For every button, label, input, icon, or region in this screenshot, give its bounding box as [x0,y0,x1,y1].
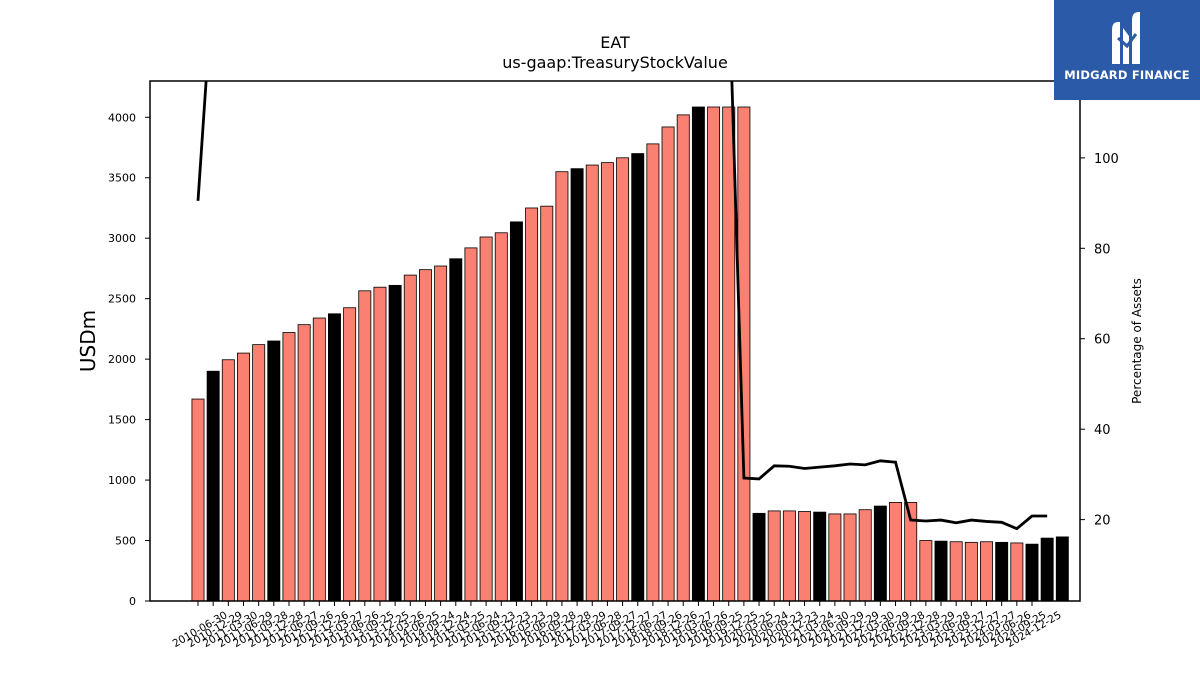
y-axis-left: 0 500 1000 1500 2000 2500 3000 3500 4000 [108,111,150,608]
bar-54 [1010,542,1024,602]
bar-23 [540,205,554,602]
bar-2 [221,359,235,602]
logo-text: MIDGARD FINANCE [1064,68,1190,82]
bar-35 [722,106,736,602]
bar-44 [858,509,872,602]
percentage-of-assets-line [196,81,1048,531]
bar-55 [1025,543,1039,602]
bar-22 [525,207,539,602]
bar-52 [980,541,993,602]
bar-34 [707,106,721,602]
y2-tick-label: 80 [1094,242,1111,257]
bar-53 [995,541,1009,602]
bar-series [191,106,1069,602]
y2-tick-label: 100 [1094,152,1119,167]
bar-19 [479,236,493,602]
bar-16 [434,265,448,602]
bar-4 [252,344,266,602]
x-axis: 2010-06-302010-12-292011-03-302011-06-29… [171,601,1064,650]
y2-tick-label: 40 [1094,423,1111,438]
bar-18 [464,247,478,602]
bar-57 [1055,536,1069,602]
y2-tick-label: 60 [1094,333,1111,348]
y-tick-label: 0 [129,595,136,608]
bar-17 [449,258,463,602]
bar-41 [813,511,827,602]
y-tick-label: 3500 [108,172,136,185]
bar-32 [676,114,690,602]
y-tick-label: 2500 [108,293,136,306]
bar-3 [237,352,250,602]
bar-14 [403,274,417,602]
bar-50 [949,541,963,602]
bar-43 [843,513,857,602]
bar-8 [312,317,326,602]
bar-46 [889,502,902,602]
bar-10 [343,307,357,602]
brand-logo: MIDGARD FINANCE [1054,0,1200,100]
bar-37 [752,512,766,602]
bar-30 [646,143,660,602]
bar-49 [934,540,948,602]
plot-frame [149,80,1081,602]
y-axis-right: 20 40 60 80 100 [1080,152,1119,529]
bar-6 [282,332,296,602]
bar-28 [616,157,630,602]
bar-20 [494,232,508,602]
line-series [196,81,1048,531]
bar-11 [358,290,372,602]
midgard-logo-icon [1112,12,1140,64]
bar-7 [297,324,311,602]
bar-21 [509,221,523,602]
chart-title: EAT [600,33,630,52]
bar-51 [964,541,978,602]
chart-subtitle: us-gaap:TreasuryStockValue [502,53,728,72]
y2-axis-label: Percentage of Assets [1130,278,1144,404]
bar-39 [782,510,796,602]
bar-40 [798,511,812,602]
bar-15 [418,269,432,602]
y-tick-label: 2000 [108,353,136,366]
bar-33 [691,106,705,602]
bar-31 [661,126,675,602]
bar-9 [328,313,341,602]
y-tick-label: 3000 [108,232,136,245]
bar-24 [555,171,569,602]
bar-29 [631,153,645,602]
bar-48 [919,540,933,602]
y2-tick-label: 20 [1094,514,1111,529]
y-tick-label: 4000 [108,111,136,124]
y-tick-label: 500 [115,535,136,548]
bar-25 [570,168,584,602]
bar-38 [767,510,781,602]
bar-56 [1040,537,1054,602]
y-tick-label: 1500 [108,414,136,427]
bar-12 [373,286,387,602]
y-axis-label: USDm [76,310,100,372]
bar-26 [585,164,599,602]
bar-5 [267,340,281,602]
bar-1 [206,370,220,602]
bar-0 [191,398,205,602]
y-tick-label: 1000 [108,474,136,487]
bar-42 [828,513,842,602]
bar-27 [600,162,614,602]
bar-13 [388,284,402,602]
bar-45 [873,505,887,602]
